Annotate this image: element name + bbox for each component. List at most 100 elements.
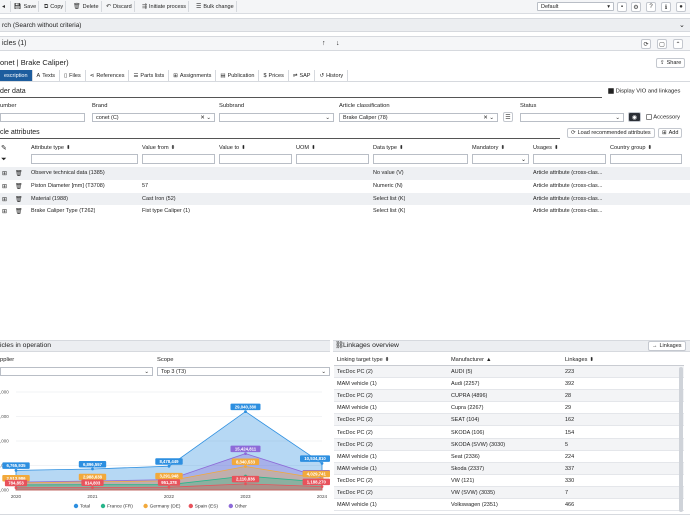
legend-item[interactable]: France (FR) [107,504,133,510]
clear-icon[interactable]: ✕ [200,114,205,121]
attribute-row[interactable]: ⊞ 🗑︎ Observe technical data (1385) No value… [0,167,690,180]
linkage-row[interactable]: MAM vehicle (1) Seat (2336) 224 [334,450,684,463]
classification-list-button[interactable]: ☰ [503,112,513,122]
clear-icon[interactable]: ✕ [483,114,488,121]
tab-texts[interactable]: A Texts [33,70,61,81]
trash-icon[interactable]: 🗑︎ [15,196,23,203]
arrow-up-icon[interactable]: ↑ [322,40,326,47]
col-uom[interactable]: UOM ⬍ [296,145,316,151]
brand-select[interactable]: conet (C) ✕ ⌄ [92,113,215,122]
search-section-header[interactable]: rch (Search without criteria) [0,18,690,32]
linkage-row[interactable]: MAM vehicle (1) Volkswagen (2351) 466 [334,499,684,512]
classification-select[interactable]: Brake Caliper (78) ✕ ⌄ [339,113,498,122]
data-point[interactable] [14,469,18,472]
linkage-row[interactable]: MAM vehicle (1) Skoda (2337) 337 [334,462,684,475]
legend-item[interactable]: Other [235,504,247,510]
scope-select[interactable]: Top 3 (T3) ⌄ [157,367,330,376]
col-linking-target-type[interactable]: Linking target type ⬍ [337,357,390,363]
save-view-button[interactable]: ▪ [617,2,627,12]
filter-data-type[interactable] [373,154,468,164]
data-point[interactable] [244,410,247,413]
arrow-down-icon[interactable]: ↓ [336,40,340,47]
tab-prices[interactable]: $ Prices [259,70,289,81]
legend-item[interactable]: Germany (DE) [150,504,181,510]
number-input[interactable] [0,113,85,122]
legend-item[interactable]: Total [80,504,90,510]
data-point[interactable] [244,482,247,486]
col-manufacturer[interactable]: Manufacturer ▲ [451,357,492,363]
bulk-change-button[interactable]: ☰ Bulk change [194,1,237,12]
refresh-button[interactable]: ⟳ [641,39,651,49]
data-point[interactable] [91,486,94,489]
tab-files[interactable]: ▯ Files [60,70,86,81]
attribute-row[interactable]: ⊞ 🗑︎ Material (1988) Cast Iron (52) Select l… [0,192,690,206]
linkage-row[interactable]: MAM vehicle (1) Cupra (2267) 29 [334,402,684,415]
expand-icon[interactable]: ⊞ [2,209,8,216]
linkage-row[interactable]: TecDoc PC (2) VW (121) 330 [334,474,684,487]
back-button[interactable]: ◂ [0,1,11,12]
linkages-scrollbar[interactable] [679,367,683,512]
data-point[interactable] [244,452,247,455]
linkage-row[interactable]: TecDoc PC (2) CUPRA (4896) 28 [334,390,684,403]
accessory-checkbox[interactable]: Accessory [646,114,680,121]
data-point[interactable] [320,462,324,465]
help-button[interactable]: ? [646,2,656,12]
expand-icon[interactable]: ⊞ [2,196,8,203]
add-attribute-button[interactable]: ⊞ Add [658,128,683,138]
expand-icon[interactable]: ⊞ [2,183,8,190]
tab-description[interactable]: escription [0,70,33,81]
data-point[interactable] [167,485,171,489]
data-point[interactable] [244,465,247,468]
expand-icon[interactable]: ⊞ [2,171,8,177]
filter-usages[interactable] [533,154,606,164]
status-select[interactable]: ⌄ [520,113,624,122]
supplier-select[interactable]: ⌄ [0,367,153,376]
collapse-button[interactable]: ⌃ [673,39,683,49]
data-point[interactable] [167,464,171,468]
data-point[interactable] [91,467,94,471]
trash-icon[interactable]: 🗑︎ [15,171,23,177]
delete-button[interactable]: 🗑︎ Delete [71,1,102,12]
linkage-row[interactable]: TecDoc PC (2) VW (SVW) (3035) 7 [334,487,684,500]
maximize-button[interactable]: ▢ [657,39,667,49]
col-mandatory[interactable]: Mandatory ⬍ [472,145,506,151]
filter-country-group[interactable] [610,154,682,164]
tab-sap[interactable]: ⇌ SAP [289,70,316,81]
linkage-row[interactable]: TecDoc PC (2) SKODA (106) 154 [334,426,684,439]
legend-item[interactable]: Spain (ES) [195,504,219,510]
col-value-from[interactable]: Value from ⬍ [142,145,176,151]
view-select[interactable]: Default ▾ [537,2,614,11]
settings-button[interactable]: ⚙ [631,2,641,12]
initiate-process-button[interactable]: ⇶ Initiate process [140,1,190,12]
user-button[interactable]: ● [676,2,686,12]
attribute-row[interactable]: ⊞ 🗑︎ Piston Diameter [mm] (T3708) 57 Numeric… [0,179,690,193]
linkages-button[interactable]: → Linkages [648,341,686,351]
copy-button[interactable]: ⧉ Copy [42,1,67,12]
attribute-row[interactable]: ⊞ 🗑︎ Brake Caliper Type (T262) Fist type Ca… [0,205,690,218]
tab-assignments[interactable]: ⊞ Assignments [169,70,217,81]
col-data-type[interactable]: Data type ⬍ [373,145,404,151]
tab-parts-lists[interactable]: ☰ Parts lists [129,70,170,81]
col-linkages[interactable]: Linkages ⬍ [565,357,595,363]
filter-value-to[interactable] [219,154,292,164]
data-point[interactable] [14,486,18,490]
col-usages[interactable]: Usages ⬍ [533,145,559,151]
status-action-button[interactable]: ◉ [628,112,641,122]
col-value-to[interactable]: Value to ⬍ [219,145,246,151]
filter-mandatory[interactable]: ⌄ [472,154,529,164]
tab-publication[interactable]: ▤ Publication [216,70,260,81]
linkage-row[interactable]: TecDoc PC (2) SKODA (SVW) (3030) 5 [334,438,684,451]
col-attribute-type[interactable]: Attribute type ⬍ [31,145,71,151]
display-vio-toggle[interactable]: Display VIO and linkages [608,88,680,95]
filter-attribute-type[interactable] [31,154,138,164]
linkage-row[interactable]: MAM vehicle (1) Audi (2257) 392 [334,378,684,391]
filter-uom[interactable] [296,154,369,164]
subbrand-select[interactable]: ⌄ [219,113,334,122]
tab-history[interactable]: ↺ History [315,70,349,81]
chevron-down-icon[interactable]: ⌄ [679,22,685,29]
share-button[interactable]: ⇪ Share [656,58,686,68]
linkage-row[interactable]: TecDoc PC (2) SEAT (104) 162 [334,414,684,427]
trash-icon[interactable]: 🗑︎ [15,209,23,216]
data-point[interactable] [320,485,324,489]
tab-references[interactable]: ⋖ References [86,70,130,81]
